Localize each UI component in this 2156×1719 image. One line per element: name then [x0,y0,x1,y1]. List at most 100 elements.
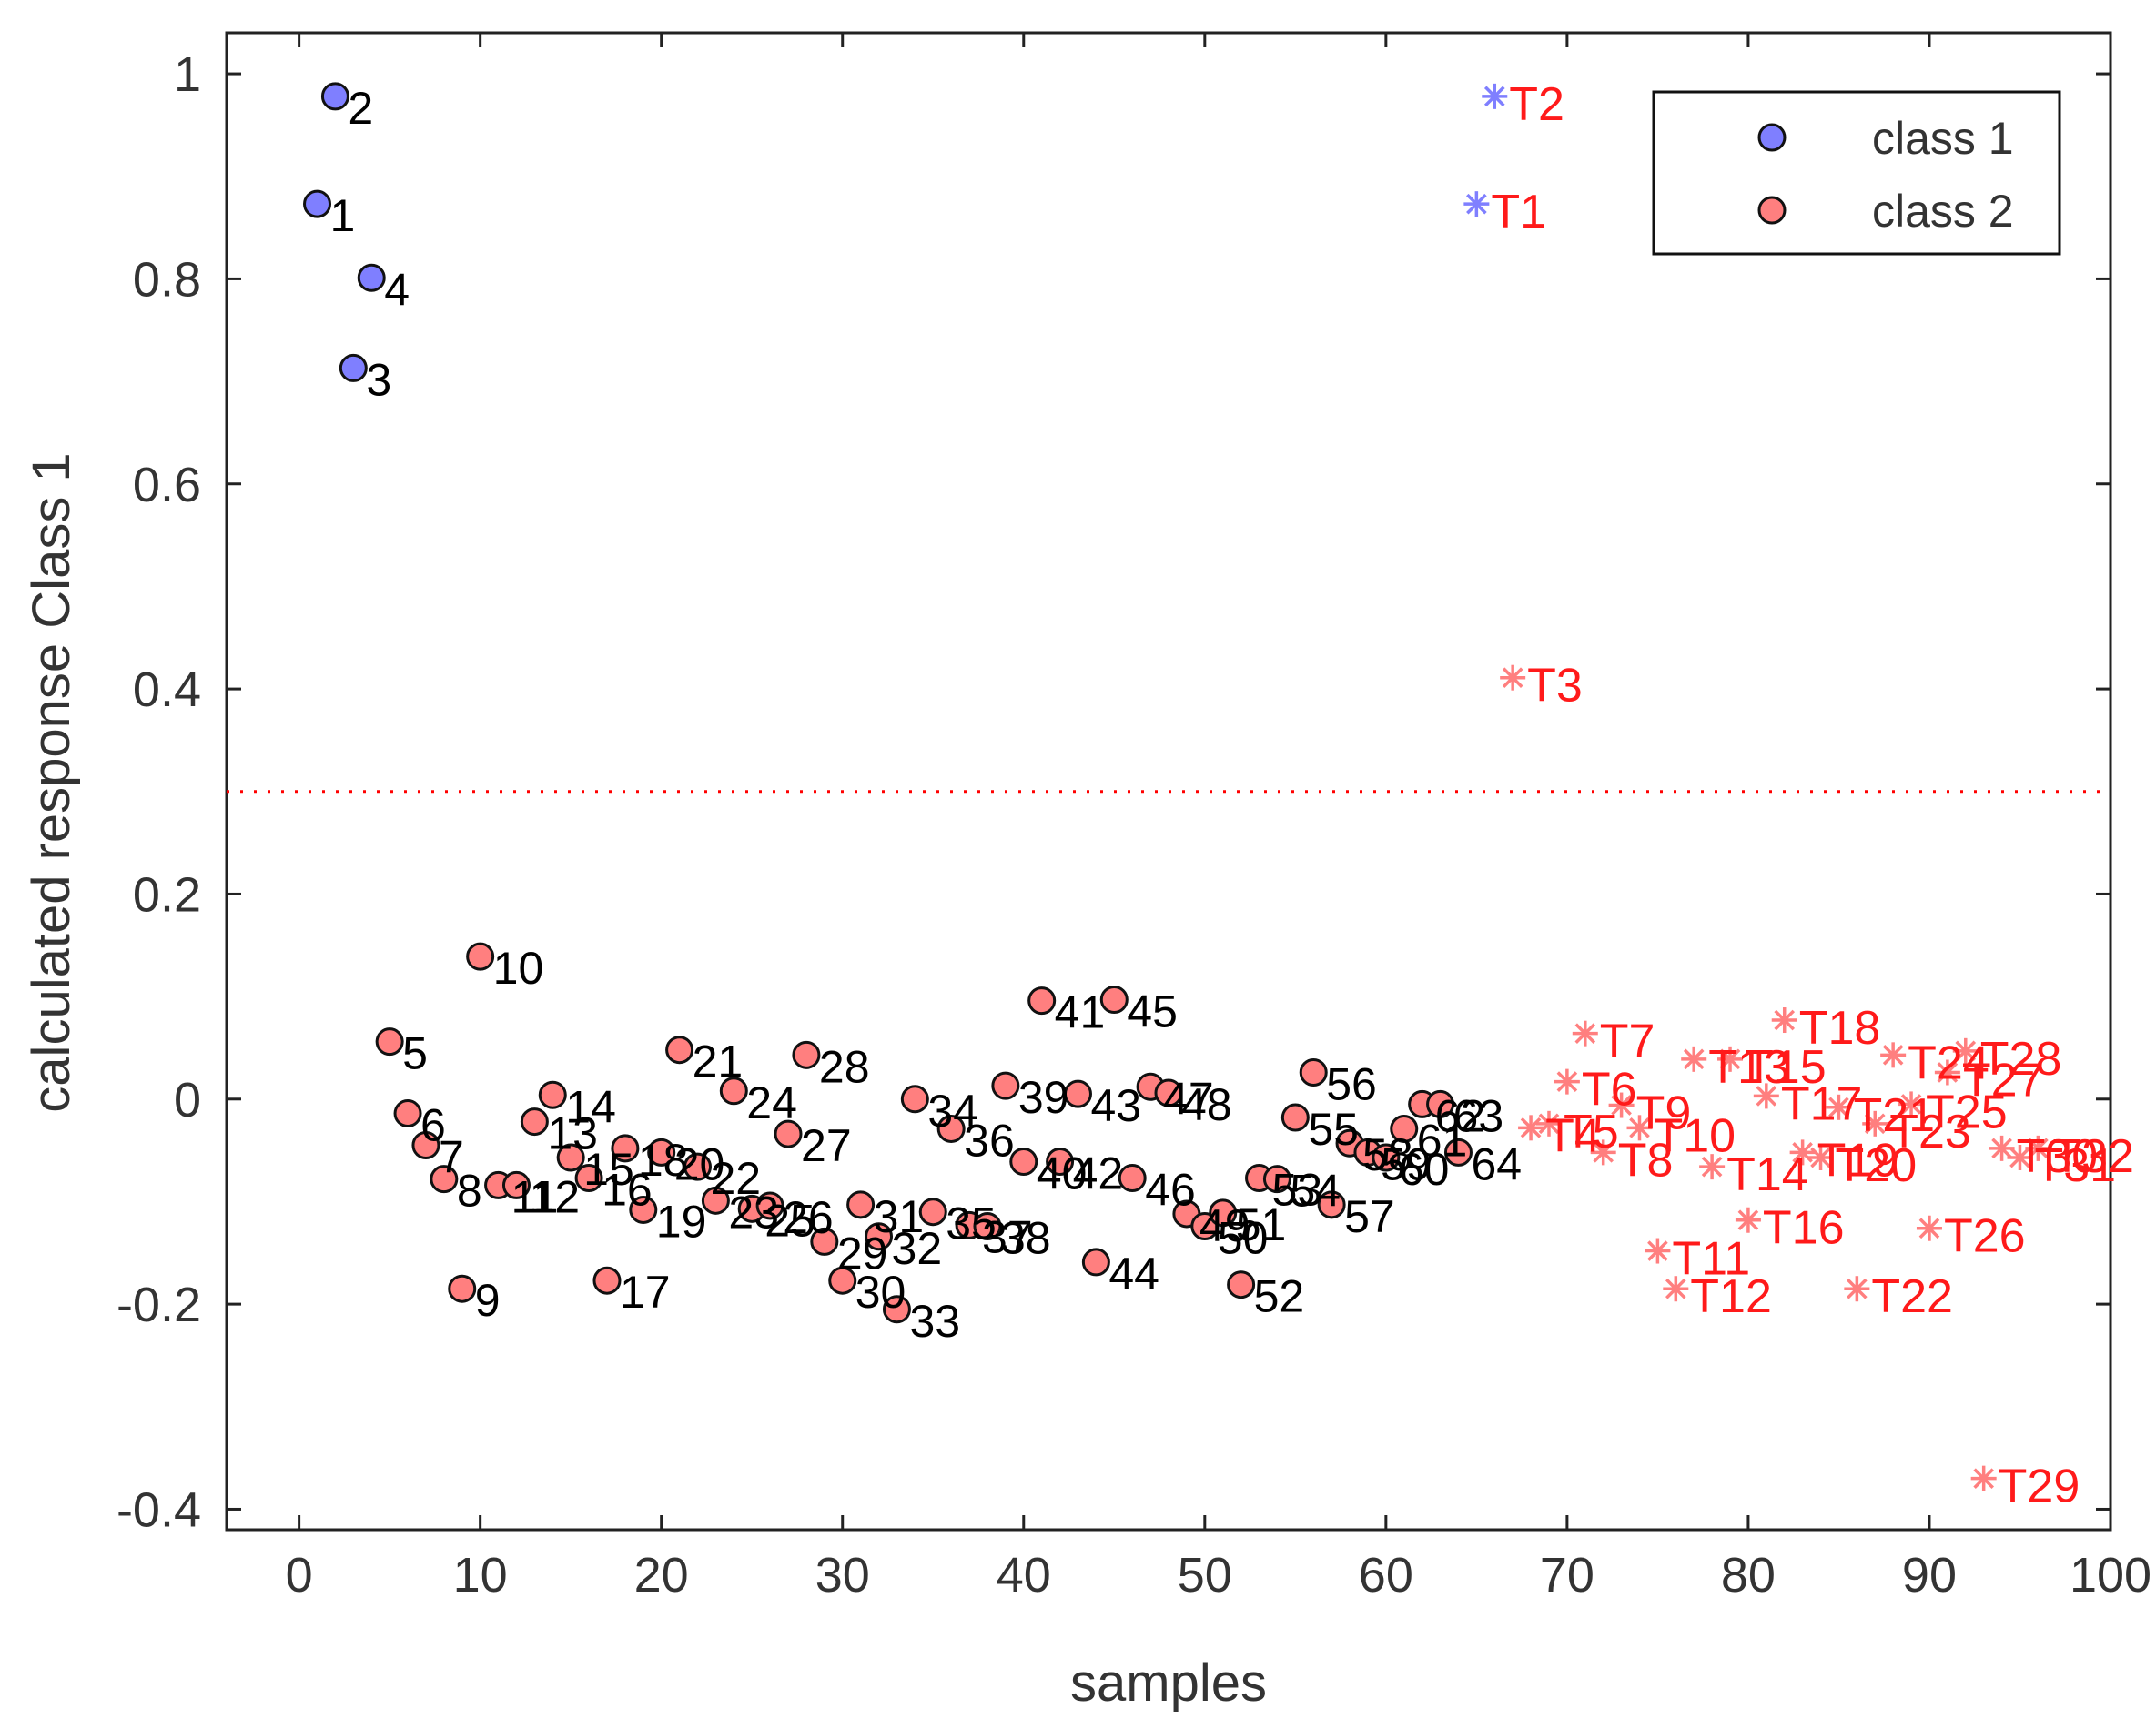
test-point-T16 [1735,1207,1761,1233]
x-tick-label: 40 [997,1548,1051,1603]
point-label-5: 5 [402,1028,428,1079]
point-label-62: 62 [1435,1090,1486,1141]
data-point-35 [918,1198,947,1227]
y-tick-label: 0.8 [133,252,201,307]
test-label-T1: T1 [1491,186,1546,238]
test-label-T21: T21 [1853,1089,1935,1142]
point-label-63: 63 [1453,1090,1504,1141]
data-point-1 [303,189,332,218]
test-point-T29 [1970,1465,1997,1491]
point-label-1: 1 [330,190,356,241]
data-point-31 [846,1190,876,1219]
point-label-51: 51 [1236,1199,1287,1250]
test-label-T27: T27 [1962,1054,2044,1107]
y-tick-label: -0.2 [116,1278,201,1332]
test-point-T32 [2025,1135,2051,1161]
data-point-6 [393,1099,422,1128]
data-point-15 [556,1143,585,1172]
point-label-48: 48 [1181,1079,1232,1130]
point-label-8: 8 [457,1166,482,1217]
point-label-19: 19 [656,1196,707,1247]
data-point-61 [1390,1114,1419,1143]
test-point-T15 [1717,1046,1744,1072]
x-tick-label: 0 [286,1548,313,1603]
data-point-41 [1027,986,1057,1016]
test-point-T20 [1807,1145,1834,1171]
point-label-53: 53 [1272,1165,1323,1216]
point-label-39: 39 [1018,1072,1069,1123]
data-point-63 [1426,1089,1455,1118]
point-label-43: 43 [1090,1080,1141,1131]
data-point-23 [701,1186,730,1215]
test-label-T10: T10 [1655,1109,1736,1162]
test-label-T17: T17 [1781,1077,1863,1130]
test-point-T28 [1952,1037,1979,1064]
point-label-32: 32 [892,1223,943,1274]
point-label-61: 61 [1417,1115,1468,1166]
data-point-19 [629,1195,658,1224]
y-tick-label: 0 [174,1073,201,1127]
data-point-9 [448,1274,477,1303]
point-label-58: 58 [1362,1129,1413,1180]
test-label-T9: T9 [1636,1087,1692,1140]
data-point-33 [882,1295,911,1324]
point-label-29: 29 [837,1228,888,1279]
point-label-41: 41 [1055,987,1106,1038]
point-label-52: 52 [1254,1271,1305,1322]
test-point-T23 [1862,1110,1888,1137]
point-label-40: 40 [1037,1148,1088,1199]
test-label-T25: T25 [1926,1086,2008,1138]
test-point-T11 [1645,1238,1671,1264]
data-point-51 [1209,1198,1238,1228]
test-point-T10 [1626,1115,1653,1141]
point-label-11: 11 [511,1171,559,1222]
point-label-16: 16 [602,1165,653,1216]
point-label-46: 46 [1145,1165,1196,1216]
test-point-T24 [1880,1042,1907,1068]
test-label-T24: T24 [1908,1036,1989,1089]
data-point-54 [1262,1165,1291,1194]
point-label-20: 20 [674,1138,725,1189]
data-point-34 [900,1085,929,1114]
test-label-T13: T13 [1708,1041,1790,1094]
data-point-12 [501,1170,531,1199]
test-point-T13 [1681,1046,1707,1072]
test-label-T16: T16 [1763,1202,1845,1255]
data-point-45 [1099,985,1129,1014]
point-label-13: 13 [547,1108,598,1159]
x-tick-label: 20 [634,1548,689,1603]
y-tick-label: 1 [174,47,201,102]
point-label-3: 3 [366,354,391,405]
data-point-20 [647,1138,676,1167]
y-tick-label: -0.4 [116,1482,201,1537]
point-label-27: 27 [801,1120,852,1171]
point-label-42: 42 [1073,1148,1124,1199]
x-tick-label: 90 [1902,1548,1957,1603]
data-point-64 [1443,1138,1473,1167]
point-label-28: 28 [819,1041,870,1092]
data-point-44 [1081,1248,1110,1277]
point-label-31: 31 [874,1191,925,1242]
point-label-9: 9 [475,1275,501,1326]
data-point-52 [1227,1270,1256,1299]
point-label-30: 30 [855,1267,906,1318]
data-point-3 [339,353,368,382]
x-tick-label: 100 [2070,1548,2151,1603]
plot-area [225,31,2112,1532]
data-point-30 [828,1266,857,1295]
test-label-T28: T28 [1980,1033,2062,1086]
test-label-T7: T7 [1600,1016,1655,1068]
test-point-T8 [1590,1139,1616,1166]
point-label-60: 60 [1399,1144,1450,1195]
data-point-2 [320,82,349,111]
data-point-21 [665,1036,694,1065]
point-label-59: 59 [1381,1138,1432,1189]
test-label-T8: T8 [1618,1134,1674,1187]
point-label-23: 23 [728,1187,779,1238]
test-point-T6 [1554,1068,1580,1095]
point-label-34: 34 [927,1086,978,1137]
x-tick-label: 80 [1721,1548,1776,1603]
legend: class 1 class 2 [1652,90,2061,256]
point-label-17: 17 [620,1267,671,1318]
test-point-T9 [1608,1092,1635,1118]
